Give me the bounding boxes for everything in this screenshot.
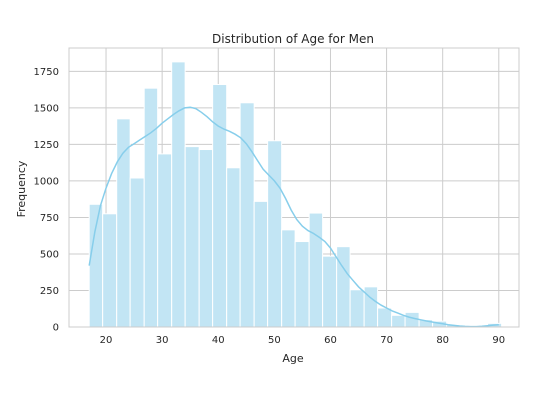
x-tick-label: 90 — [492, 335, 505, 346]
histogram-bar — [88, 203, 104, 328]
histogram-bar — [226, 167, 241, 328]
y-tick-label: 250 — [40, 286, 59, 297]
x-tick-label: 50 — [268, 335, 281, 346]
histogram-bars — [88, 61, 503, 328]
y-tick-label: 750 — [40, 213, 59, 224]
x-axis-ticks: 20 30 40 50 60 70 80 90 — [100, 335, 506, 346]
x-tick-label: 60 — [324, 335, 337, 346]
x-tick-label: 30 — [156, 335, 169, 346]
histogram-bar — [116, 118, 131, 328]
y-axis-ticks: 0 250 500 750 1000 1250 1500 1750 — [34, 67, 59, 334]
x-tick-label: 20 — [100, 335, 113, 346]
histogram-bar — [322, 255, 338, 328]
y-tick-label: 1250 — [34, 140, 59, 151]
histogram-bar — [171, 61, 186, 328]
y-tick-label: 500 — [40, 249, 59, 260]
y-axis-label: Frequency — [15, 160, 28, 217]
chart-title: Distribution of Age for Men — [212, 32, 374, 46]
histogram-bar — [391, 314, 406, 328]
histogram-bar — [157, 153, 173, 328]
histogram-bar — [184, 146, 200, 328]
y-tick-label: 1750 — [34, 67, 59, 78]
histogram-bar — [308, 212, 324, 328]
histogram-bar — [198, 149, 214, 328]
histogram-bar — [143, 87, 159, 328]
y-tick-label: 0 — [53, 323, 59, 334]
plot-frame — [68, 47, 520, 328]
histogram-bar — [294, 241, 310, 328]
histogram-bar — [349, 289, 365, 328]
histogram-bar — [377, 307, 393, 328]
histogram-bar — [253, 200, 269, 328]
y-tick-label: 1000 — [34, 176, 59, 187]
x-axis-label: Age — [282, 352, 304, 365]
histogram-bar — [239, 102, 255, 328]
histogram-bar — [212, 84, 228, 328]
histogram-bar — [336, 246, 351, 328]
kde-curve — [88, 106, 499, 328]
histogram-bar — [281, 229, 296, 328]
histogram-bar — [267, 140, 283, 328]
y-tick-label: 1500 — [34, 103, 59, 114]
x-tick-label: 70 — [380, 335, 393, 346]
histogram-bar — [102, 213, 118, 328]
x-tick-label: 80 — [436, 335, 449, 346]
x-tick-label: 40 — [212, 335, 225, 346]
histogram-bar — [129, 177, 145, 328]
